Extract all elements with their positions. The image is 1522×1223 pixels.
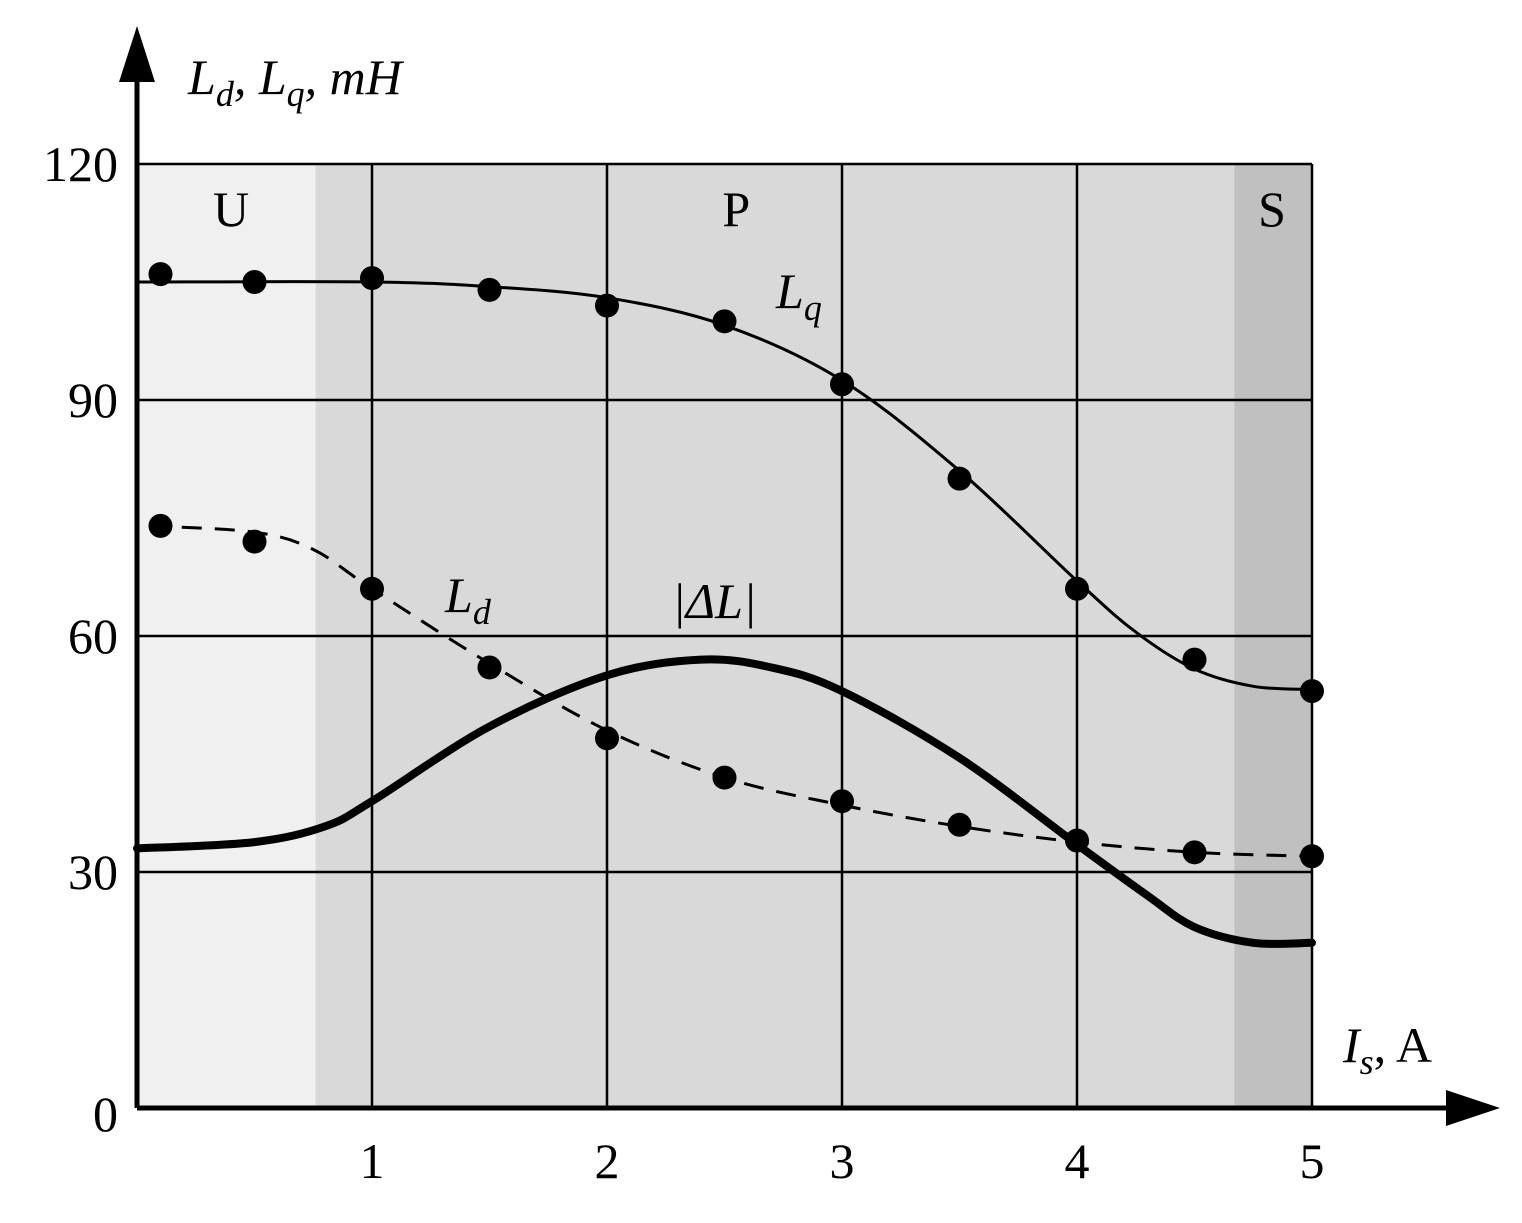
series-ld-point-8 [1065, 828, 1089, 853]
x-axis-title: Is, A [1342, 1017, 1432, 1082]
y-axis-arrow-icon [119, 26, 155, 82]
x-tick-label-4: 4 [1065, 1133, 1090, 1189]
x-axis-arrow-icon [1446, 1090, 1500, 1126]
series-lq-point-4 [595, 293, 619, 318]
y-tick-label-60: 60 [68, 608, 118, 664]
series-delta-l-label: |ΔL| [672, 573, 757, 629]
series-ld-curve [148, 524, 1313, 858]
series-lq-point-0 [148, 262, 173, 287]
series-lq-point-6 [830, 372, 854, 397]
series-lq-point-2 [360, 266, 384, 291]
series-lq-point-7 [947, 466, 972, 491]
y-axis-title: Ld, Lq, mH [187, 49, 405, 114]
series-lq-point-8 [1065, 576, 1089, 601]
series-delta-l-curve [133, 655, 1316, 948]
data-points [148, 262, 1324, 869]
series-lq-label: Lq [775, 263, 822, 328]
series-ld-point-4 [595, 726, 619, 751]
series-lq-point-3 [477, 277, 502, 302]
series-lq-point-10 [1300, 679, 1324, 704]
origin-label: 0 [93, 1086, 118, 1142]
series-ld-point-7 [947, 812, 972, 837]
x-tick-label-1: 1 [360, 1133, 385, 1189]
series-lq-point-1 [242, 270, 267, 294]
series-ld-label: Ld [444, 567, 492, 632]
region-label-u: U [213, 181, 249, 237]
series-ld-point-0 [148, 513, 173, 538]
x-tick-label-5: 5 [1300, 1133, 1325, 1189]
series-lq-point-5 [712, 309, 737, 334]
y-tick-label-90: 90 [68, 372, 118, 428]
series-ld-point-1 [242, 529, 267, 554]
grid-lines [137, 162, 1314, 1108]
region-label-p: P [722, 181, 750, 237]
x-tick-label-2: 2 [595, 1133, 620, 1189]
y-tick-label-120: 120 [43, 136, 118, 192]
labels: U P S 1 2 3 4 5 30 60 90 120 0 Ld, Lq, mH Is, A Lq Ld |ΔL… [43, 49, 1432, 1189]
x-tick-label-3: 3 [830, 1133, 855, 1189]
series-ld-point-5 [712, 765, 737, 790]
series-ld-point-3 [477, 655, 502, 680]
series-ld-point-2 [360, 576, 384, 601]
series-ld-point-10 [1300, 844, 1324, 869]
series-ld-point-9 [1182, 840, 1207, 865]
series-ld-point-6 [830, 789, 854, 814]
region-label-s: S [1258, 181, 1286, 237]
series-lq-point-9 [1182, 647, 1207, 672]
y-tick-label-30: 30 [68, 844, 118, 900]
axes [119, 26, 1500, 1126]
